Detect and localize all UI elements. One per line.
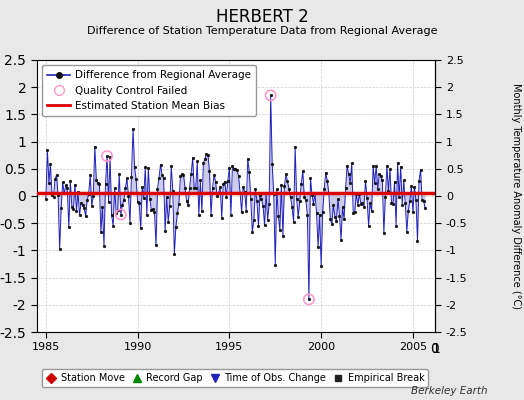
Point xyxy=(103,153,111,159)
Text: Monthly Temperature Anomaly Difference (°C): Monthly Temperature Anomaly Difference (… xyxy=(511,83,521,309)
Text: HERBERT 2: HERBERT 2 xyxy=(215,8,309,26)
Text: Berkeley Earth: Berkeley Earth xyxy=(411,386,487,396)
Legend: Station Move, Record Gap, Time of Obs. Change, Empirical Break: Station Move, Record Gap, Time of Obs. C… xyxy=(41,369,428,387)
Point xyxy=(267,92,275,98)
Text: Difference of Station Temperature Data from Regional Average: Difference of Station Temperature Data f… xyxy=(87,26,437,36)
Point xyxy=(117,211,125,218)
Point xyxy=(305,296,313,302)
